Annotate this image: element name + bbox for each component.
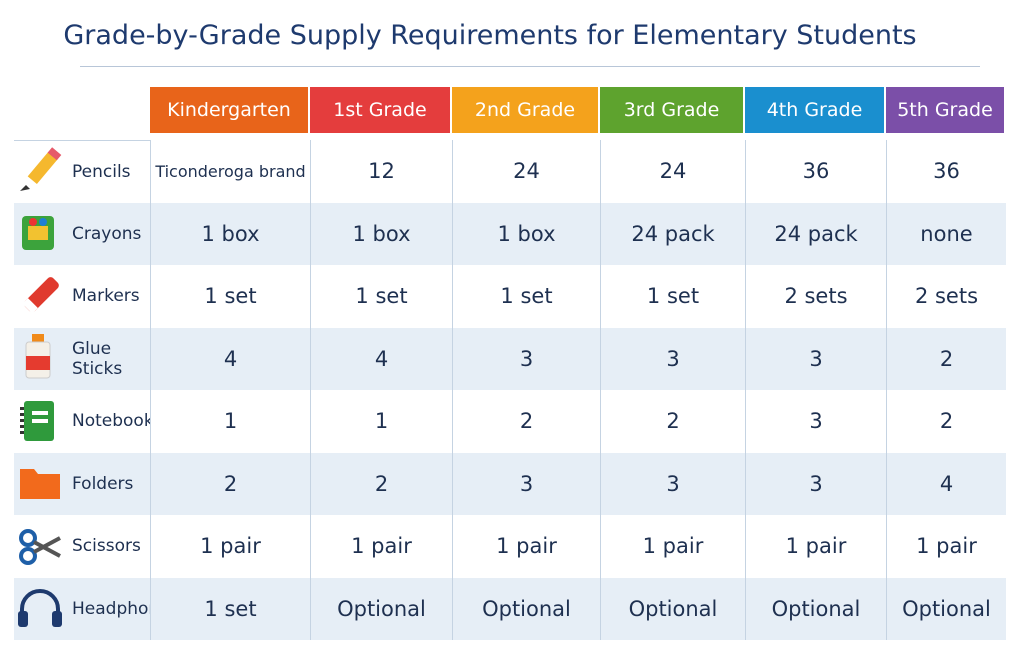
title-rule — [80, 66, 980, 67]
column-header: Kindergarten — [150, 87, 308, 133]
table-cell: Optional — [600, 577, 745, 640]
table-cell: 1 pair — [886, 515, 1006, 578]
folder-icon — [20, 469, 60, 499]
table-cell: 1 set — [600, 265, 745, 328]
table-cell: 1 — [310, 390, 452, 453]
table-cell: 36 — [745, 140, 886, 203]
crayon-icon — [22, 216, 54, 250]
table-cell: 1 box — [452, 202, 600, 265]
table-cell: 3 — [600, 452, 745, 515]
table-cell: 3 — [452, 327, 600, 390]
marker-icon — [22, 277, 59, 314]
table-cell: 1 pair — [452, 515, 600, 578]
table-cell: 3 — [745, 327, 886, 390]
title: Grade-by-Grade Supply Requirements for E… — [63, 20, 917, 51]
column-header: 3rd Grade — [600, 87, 743, 133]
table-cell: 2 sets — [745, 265, 886, 328]
table-cell: 1 — [150, 390, 310, 453]
table-cell: 1 pair — [310, 515, 452, 578]
table-cell: none — [886, 202, 1006, 265]
table-cell: Optional — [452, 577, 600, 640]
table-cell: 4 — [150, 327, 310, 390]
glue-icon — [25, 334, 51, 379]
table-cell: 2 — [886, 390, 1006, 453]
table-cell: 3 — [745, 452, 886, 515]
table-cell: 3 — [600, 327, 745, 390]
headphones-icon — [18, 589, 62, 627]
table-cell: 1 set — [310, 265, 452, 328]
table-cell: 12 — [310, 140, 452, 203]
table-cell: Optional — [745, 577, 886, 640]
scissors-icon — [19, 529, 61, 565]
pencil-icon — [20, 147, 62, 191]
table-cell: 2 — [600, 390, 745, 453]
table-cell: 2 — [886, 327, 1006, 390]
table-cell: 24 — [452, 140, 600, 203]
table-cell: Optional — [886, 577, 1006, 640]
table-cell: 1 pair — [600, 515, 745, 578]
table-cell: 2 sets — [886, 265, 1006, 328]
table-cell: 2 — [150, 452, 310, 515]
column-header: 2nd Grade — [452, 87, 598, 133]
table-cell: 1 set — [150, 577, 310, 640]
table-cell: 24 pack — [745, 202, 886, 265]
column-header: 5th Grade — [886, 87, 1004, 133]
table-cell: 4 — [310, 327, 452, 390]
table-cell: 2 — [452, 390, 600, 453]
table-cell: 1 set — [452, 265, 600, 328]
row-icons — [18, 147, 62, 627]
table-cell: Ticonderoga brand — [150, 140, 310, 203]
table-cell: 1 box — [310, 202, 452, 265]
table-cell: 1 pair — [150, 515, 310, 578]
column-header: 1st Grade — [310, 87, 450, 133]
table-cell: Optional — [310, 577, 452, 640]
table-cell: 36 — [886, 140, 1006, 203]
table-cell: 24 — [600, 140, 745, 203]
table-cell: 3 — [452, 452, 600, 515]
notebook-icon — [20, 401, 54, 441]
table-cell: 4 — [886, 452, 1006, 515]
table-cell: 2 — [310, 452, 452, 515]
row-label: Scissors — [14, 515, 150, 578]
column-header: 4th Grade — [745, 87, 884, 133]
table-cell: 24 pack — [600, 202, 745, 265]
table-cell: 1 box — [150, 202, 310, 265]
table-cell: 1 set — [150, 265, 310, 328]
table-cell: 1 pair — [745, 515, 886, 578]
table-cell: 3 — [745, 390, 886, 453]
